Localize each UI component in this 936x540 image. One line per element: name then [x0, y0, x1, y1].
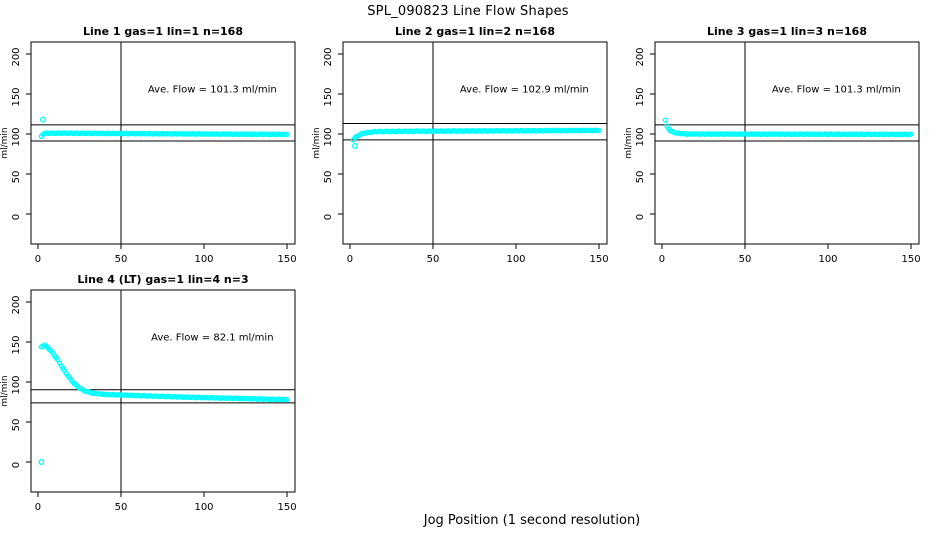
svg-text:200: 200	[323, 47, 334, 66]
subplot-line-1: Line 1 gas=1 lin=1 n=168 0 50 100 150 0 50 100 1…	[0, 25, 312, 273]
plot-box	[342, 41, 608, 245]
svg-text:0: 0	[635, 214, 646, 220]
outlier-point	[352, 143, 358, 149]
y-axis-ticks: 0 50 100 150 200	[323, 47, 343, 220]
svg-text:100: 100	[194, 502, 213, 513]
data-points	[350, 127, 602, 149]
plot-box	[654, 41, 920, 245]
subplot-4-canvas: Line 4 (LT) gas=1 lin=4 n=3 0 50 100 150 0 50 1…	[0, 273, 297, 513]
data-point	[662, 117, 668, 123]
subplot-3-canvas: Line 3 gas=1 lin=3 n=168 0 50 100 150 0 50 100 1…	[624, 25, 921, 265]
subplot-title: Line 4 (LT) gas=1 lin=4 n=3	[77, 273, 248, 286]
svg-text:100: 100	[11, 127, 22, 146]
svg-text:100: 100	[506, 254, 525, 265]
svg-text:200: 200	[11, 295, 22, 314]
subplot-line-4: Line 4 (LT) gas=1 lin=4 n=3 0 50 100 150 0 50 1…	[0, 273, 312, 521]
svg-text:50: 50	[115, 502, 128, 513]
outlier-point	[38, 459, 45, 465]
svg-text:100: 100	[635, 127, 646, 146]
svg-text:150: 150	[277, 502, 296, 513]
svg-text:0: 0	[659, 254, 665, 265]
svg-text:100: 100	[194, 254, 213, 265]
svg-text:150: 150	[901, 254, 920, 265]
data-points	[38, 342, 290, 465]
svg-text:150: 150	[589, 254, 608, 265]
data-point	[908, 131, 914, 137]
svg-text:150: 150	[11, 335, 22, 354]
outlier-point	[40, 116, 46, 123]
data-point	[284, 397, 290, 403]
ave-flow-annotation: Ave. Flow = 82.1 ml/min	[151, 332, 273, 343]
y-axis-unit-label: ml/min	[624, 127, 634, 158]
svg-text:50: 50	[427, 254, 440, 265]
svg-text:100: 100	[11, 375, 22, 394]
subplot-2-canvas: Line 2 gas=1 lin=2 n=168 0 50 100 150 0 50 100 1…	[312, 25, 609, 265]
empty-cell-1	[312, 273, 624, 521]
data-points	[38, 116, 290, 140]
svg-text:50: 50	[11, 171, 22, 184]
svg-text:0: 0	[35, 502, 41, 513]
svg-text:50: 50	[11, 419, 22, 432]
y-axis-unit-label: ml/min	[0, 375, 10, 406]
svg-text:0: 0	[35, 254, 41, 265]
svg-text:150: 150	[323, 87, 334, 106]
ave-flow-annotation: Ave. Flow = 101.3 ml/min	[772, 84, 901, 95]
svg-text:100: 100	[323, 127, 334, 146]
subplot-grid: Line 1 gas=1 lin=1 n=168 0 50 100 150 0 50 100 1…	[0, 25, 936, 521]
y-axis-ticks: 0 50 100 150 200	[635, 47, 655, 220]
svg-text:200: 200	[11, 47, 22, 66]
svg-text:200: 200	[635, 47, 646, 66]
svg-text:50: 50	[115, 254, 128, 265]
x-axis-ticks: 0 50 100 150	[659, 244, 921, 265]
subplot-title: Line 1 gas=1 lin=1 n=168	[83, 25, 243, 38]
y-axis-unit-label: ml/min	[312, 127, 322, 158]
y-axis-ticks: 0 50 100 150 200	[11, 47, 31, 220]
data-point	[596, 127, 602, 134]
svg-text:50: 50	[739, 254, 752, 265]
subplot-line-2: Line 2 gas=1 lin=2 n=168 0 50 100 150 0 50 100 1…	[312, 25, 624, 273]
figure-title: SPL_090823 Line Flow Shapes	[367, 4, 569, 19]
svg-text:50: 50	[635, 171, 646, 184]
svg-text:150: 150	[635, 87, 646, 106]
svg-text:0: 0	[323, 214, 334, 220]
ave-flow-annotation: Ave. Flow = 101.3 ml/min	[148, 84, 277, 95]
x-axis-label-text: Jog Position (1 second resolution)	[423, 513, 641, 528]
svg-text:50: 50	[323, 171, 334, 184]
x-axis-ticks: 0 50 100 150	[35, 492, 297, 513]
svg-text:100: 100	[818, 254, 837, 265]
subplot-1-canvas: Line 1 gas=1 lin=1 n=168 0 50 100 150 0 50 100 1…	[0, 25, 297, 265]
svg-text:150: 150	[11, 87, 22, 106]
ave-flow-annotation: Ave. Flow = 102.9 ml/min	[460, 84, 589, 95]
y-axis-unit-label: ml/min	[0, 127, 10, 158]
empty-cell-2	[624, 273, 936, 521]
subplot-line-3: Line 3 gas=1 lin=3 n=168 0 50 100 150 0 50 100 1…	[624, 25, 936, 273]
plot-box	[30, 289, 296, 493]
plot-box	[30, 41, 296, 245]
svg-text:0: 0	[11, 214, 22, 220]
data-point	[284, 131, 290, 138]
subplot-title: Line 3 gas=1 lin=3 n=168	[707, 25, 867, 38]
x-axis-ticks: 0 50 100 150	[35, 244, 297, 265]
y-axis-ticks: 0 50 100 150 200	[11, 295, 31, 468]
x-axis-ticks: 0 50 100 150	[347, 244, 609, 265]
data-points	[662, 117, 914, 138]
svg-text:150: 150	[277, 254, 296, 265]
svg-text:0: 0	[11, 462, 22, 468]
svg-text:0: 0	[347, 254, 353, 265]
subplot-title: Line 2 gas=1 lin=2 n=168	[395, 25, 555, 38]
x-axis-label: Jog Position (1 second resolution)	[0, 513, 936, 528]
